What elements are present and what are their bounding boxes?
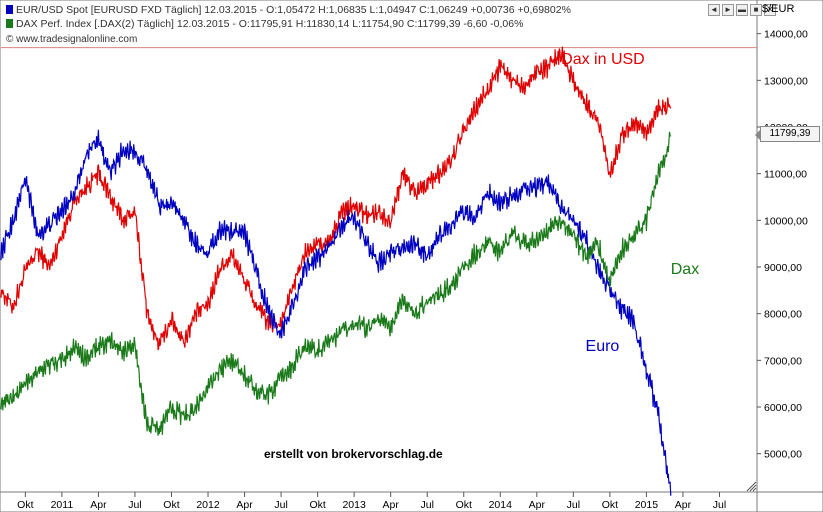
copyright-text: © www.tradesignalonline.com: [6, 34, 138, 45]
y-tick-label: 13000,00: [764, 75, 808, 87]
y-tick-label: 9000,00: [764, 262, 802, 274]
chart-credit: erstellt von brokervorschlag.de: [264, 447, 443, 461]
series-line-dax-in-usd: [0, 46, 672, 351]
y-tick-label: 5000,00: [764, 449, 802, 461]
annotations: Dax in USD Dax Euro: [561, 51, 699, 355]
header-line-dax: DAX Perf. Index [.DAX(2) Täglich] 12.03.…: [6, 18, 523, 30]
x-tick-label: 2012: [196, 499, 220, 511]
series-marker-icon: [6, 5, 13, 14]
x-tick-label: Okt: [163, 499, 179, 511]
series-marker-icon: [6, 19, 13, 28]
last-price-badge: 11799,39: [755, 126, 820, 142]
close-icon[interactable]: ✕: [764, 4, 776, 16]
x-tick-label: Okt: [456, 499, 472, 511]
x-tick-label: Okt: [309, 499, 325, 511]
scroll-right-icon[interactable]: ►: [722, 4, 734, 16]
x-tick-label: Apr: [529, 499, 546, 511]
x-tick-label: 2014: [489, 499, 513, 511]
resize-grip-icon[interactable]: [746, 481, 757, 492]
y-tick-label: 7000,00: [764, 355, 802, 367]
annotation-label: Euro: [586, 338, 620, 355]
x-tick-label: Apr: [383, 499, 400, 511]
x-tick-label: 2013: [342, 499, 366, 511]
y-axis-unit: $/EUR: [762, 3, 795, 15]
maximize-icon[interactable]: ■: [750, 4, 762, 16]
scroll-left-icon[interactable]: ◄: [708, 4, 720, 16]
header-text-eurusd: EUR/USD Spot [EURUSD FXD Täglich] 12.03.…: [16, 4, 571, 16]
series-line-dax: [0, 131, 672, 436]
y-tick-label: 10000,00: [764, 215, 808, 227]
x-tick-label: Jul: [567, 499, 580, 511]
header-line-eurusd: EUR/USD Spot [EURUSD FXD Täglich] 12.03.…: [6, 4, 571, 16]
y-tick-label: 6000,00: [764, 402, 802, 414]
window-controls: ◄ ► ▬ ■ ✕: [708, 4, 776, 16]
x-tick-label: Okt: [17, 499, 33, 511]
x-tick-label: Apr: [90, 499, 107, 511]
y-tick-label: 14000,00: [764, 29, 808, 41]
annotation-label: Dax: [671, 261, 699, 278]
x-tick-label: 2011: [51, 499, 74, 511]
x-tick-label: Apr: [236, 499, 253, 511]
x-tick-label: Okt: [602, 499, 618, 511]
x-tick-label: Jul: [420, 499, 433, 511]
series-line-euro: [0, 129, 672, 496]
annotation-label: Dax in USD: [561, 51, 645, 68]
series-layer: [0, 46, 672, 496]
header-text-dax: DAX Perf. Index [.DAX(2) Täglich] 12.03.…: [16, 18, 524, 30]
y-tick-label: 8000,00: [764, 309, 802, 321]
minimize-icon[interactable]: ▬: [736, 4, 748, 16]
x-tick-label: 2015: [635, 499, 659, 511]
y-tick-label: 11000,00: [764, 169, 807, 181]
x-axis: Okt 2011 Apr Jul Okt 2012 Apr Jul Okt 2013 Apr Jul O…: [17, 492, 726, 511]
x-tick-label: Jul: [713, 499, 726, 511]
x-tick-label: Apr: [675, 499, 692, 511]
x-tick-label: Jul: [274, 499, 287, 511]
x-tick-label: Jul: [128, 499, 141, 511]
